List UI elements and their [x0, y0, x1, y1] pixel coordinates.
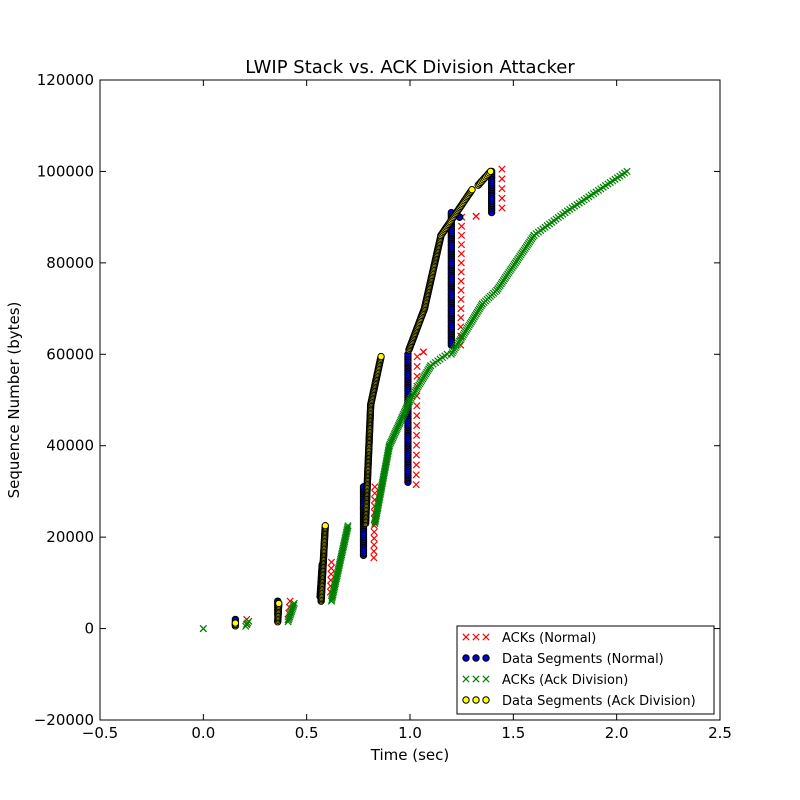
ack-point	[199, 624, 207, 633]
legend-item: Data Segments (Normal)	[462, 652, 664, 667]
ack-point	[412, 480, 420, 489]
segment-point	[321, 522, 329, 530]
segment-point	[377, 352, 385, 361]
ack-point	[498, 194, 506, 202]
ack-point	[344, 523, 352, 531]
legend-item: ACKs (Normal)	[462, 631, 596, 646]
legend-marker	[482, 633, 490, 641]
ack-point	[413, 412, 421, 420]
ack-point	[412, 471, 420, 479]
ack-point	[419, 348, 428, 356]
ack-point	[457, 240, 466, 249]
legend-marker	[472, 696, 480, 704]
y-tick-label: 60000	[46, 345, 94, 363]
legend-label: Data Segments (Ack Division)	[502, 694, 696, 709]
x-tick-label: 0.5	[295, 724, 319, 742]
y-axis-ticks: −20000 0 20000 40000 60000 80000 100000 120000	[34, 71, 720, 729]
ack-point	[498, 184, 506, 193]
x-axis-label: Time (sec)	[370, 746, 449, 764]
ack-point	[371, 483, 379, 491]
ack-point	[370, 534, 378, 543]
legend-marker	[462, 633, 470, 641]
y-tick-label: 120000	[37, 71, 94, 89]
ack-point	[370, 528, 378, 536]
segment-point	[486, 167, 495, 176]
ack-point	[412, 441, 421, 449]
legend-marker	[462, 696, 470, 704]
ack-point	[457, 259, 465, 267]
ack-point	[413, 421, 421, 430]
ack-point	[457, 277, 465, 285]
y-axis-label: Sequence Number (bytes)	[5, 302, 23, 499]
ack-point	[457, 222, 466, 230]
plot-area	[99, 79, 721, 721]
legend-label: ACKs (Ack Division)	[502, 673, 628, 688]
chart-title: LWIP Stack vs. ACK Division Attacker	[245, 57, 575, 78]
ack-point	[457, 250, 465, 258]
ack-point	[472, 212, 480, 220]
legend-marker	[472, 633, 480, 641]
ack-point	[457, 231, 466, 240]
x-tick-label: 0.0	[191, 724, 215, 742]
ack-point	[457, 268, 465, 276]
series-3	[231, 167, 495, 630]
ack-point	[457, 314, 465, 322]
legend-label: Data Segments (Normal)	[502, 652, 664, 667]
legend-marker	[462, 654, 470, 662]
x-tick-label: −0.5	[82, 724, 118, 742]
x-tick-label: 1.5	[501, 724, 525, 742]
x-axis-ticks: −0.5 0.0 0.5 1.0 1.5 2.0 2.5	[82, 80, 732, 742]
ack-point	[457, 286, 465, 294]
legend-marker	[472, 675, 480, 683]
ack-point	[623, 167, 631, 176]
ack-point	[370, 547, 378, 555]
legend-marker	[472, 654, 480, 662]
ack-point	[344, 522, 352, 530]
legend-marker	[462, 675, 470, 683]
ack-point	[498, 165, 506, 173]
y-tick-label: 0	[84, 620, 94, 638]
ack-point	[498, 175, 506, 183]
ack-point	[290, 601, 298, 609]
ack-point	[245, 617, 253, 625]
y-tick-label: 80000	[46, 254, 94, 272]
segment-point	[468, 186, 476, 194]
data-marks	[199, 165, 631, 633]
ack-point	[370, 541, 378, 549]
legend-item: ACKs (Ack Division)	[462, 673, 628, 688]
legend-marker	[482, 696, 490, 704]
legend-item: Data Segments (Ack Division)	[462, 694, 696, 709]
ack-point	[413, 362, 421, 371]
ack-point	[412, 461, 420, 469]
legend-marker	[482, 675, 490, 683]
x-tick-label: 2.0	[605, 724, 629, 742]
legend-marker	[482, 654, 490, 662]
y-tick-label: 40000	[46, 437, 94, 455]
ack-point	[370, 554, 378, 562]
ack-point	[457, 304, 465, 313]
ack-point	[412, 451, 421, 459]
ack-point	[413, 352, 421, 361]
ack-point	[498, 204, 506, 212]
ack-point	[327, 564, 335, 572]
y-tick-label: 100000	[37, 162, 94, 180]
ack-point	[327, 558, 336, 566]
legend: ACKs (Normal) Data Segments (Normal) ACKs …	[456, 625, 715, 715]
ack-point	[413, 402, 421, 410]
legend-label: ACKs (Normal)	[502, 631, 596, 646]
ack-point	[457, 295, 465, 304]
legend-frame	[456, 625, 715, 715]
ack-point	[290, 599, 298, 608]
segment-point	[231, 619, 240, 627]
ack-point	[412, 431, 421, 439]
x-tick-label: 2.5	[708, 724, 732, 742]
y-tick-label: −20000	[34, 711, 94, 729]
x-tick-label: 1.0	[398, 724, 422, 742]
segment-point	[275, 599, 283, 608]
y-tick-label: 20000	[46, 528, 94, 546]
series-2	[199, 167, 631, 633]
